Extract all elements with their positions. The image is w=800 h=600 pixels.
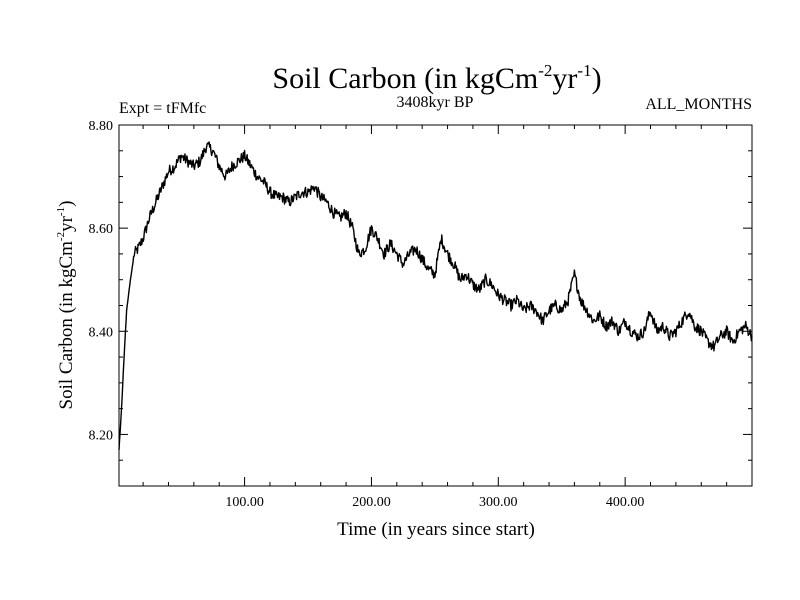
title-sup2: -1 [577,61,591,80]
ylabel-sup1: -2 [55,232,67,241]
x-axis-ticks: 100.00 200.00 300.00 400.00 [142,125,728,510]
x-tick-label: 100.00 [225,495,264,510]
months-label: ALL_MONTHS [645,96,752,113]
title-mid: yr [552,62,577,95]
plot-frame [118,124,753,487]
experiment-label: Expt = tFMfc [119,100,206,117]
ylabel-sup2: -1 [55,207,67,216]
series-line-soil-carbon [118,141,753,450]
y-tick-label: 8.20 [89,428,114,443]
y-axis-ticks: 8.20 8.40 8.60 8.80 [89,119,752,487]
y-tick-label: 8.60 [89,222,114,237]
y-tick-label: 8.40 [89,325,114,340]
y-tick-label: 8.80 [89,119,114,134]
title-end: ) [592,62,602,95]
x-tick-label: 200.00 [352,495,391,510]
chart-title: Soil Carbon (in kgCm-2yr-1) [272,61,601,95]
y-axis-label: Soil Carbon (in kgCm-2yr-1) [55,201,77,410]
x-tick-label: 300.00 [479,495,518,510]
ylabel-end: ) [56,201,77,207]
ylabel-text: Soil Carbon (in kgCm [56,241,77,410]
title-sup1: -2 [538,61,552,80]
x-tick-label: 400.00 [606,495,645,510]
x-axis-label: Time (in years since start) [337,519,535,540]
title-text: Soil Carbon (in kgCm [272,62,538,95]
period-label: 3408kyr BP [397,94,474,111]
ylabel-mid: yr [56,215,77,232]
